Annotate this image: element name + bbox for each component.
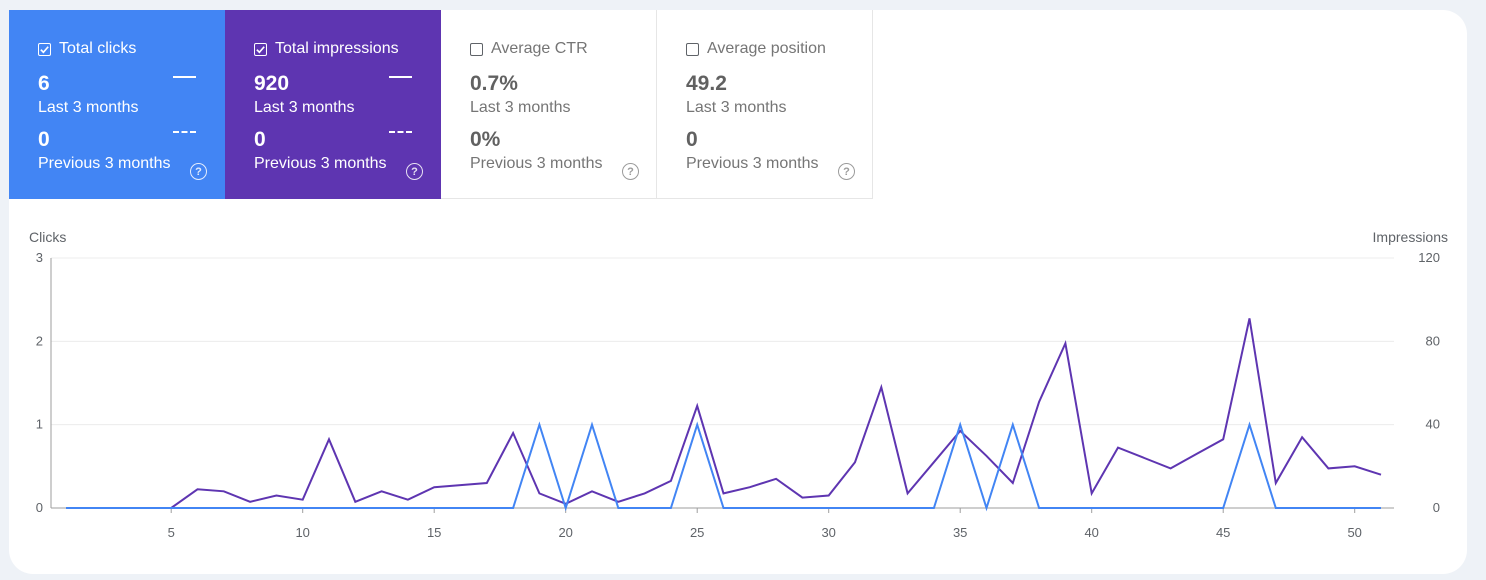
x-tick-label: 30 [821, 525, 835, 540]
metric-card-header[interactable]: Total impressions [254, 39, 441, 59]
metric-label: Average position [707, 40, 826, 57]
help-icon[interactable]: ? [406, 163, 423, 180]
metric-previous-period: Previous 3 months [38, 155, 171, 172]
right-tick-label: 40 [1426, 417, 1440, 432]
help-icon[interactable]: ? [622, 163, 639, 180]
metric-value: 49.2 [686, 72, 727, 95]
metric-value: 920 [254, 72, 290, 95]
metric-card-average-ctr[interactable]: Average CTR 0.7% Last 3 months 0% Previous 3… [441, 10, 657, 199]
x-tick-label: 5 [168, 525, 175, 540]
performance-panel: Total clicks 6 Last 3 months 0 Previous 3 mo… [9, 10, 1467, 574]
metric-previous-value: 0 [686, 128, 698, 151]
metric-previous-period: Previous 3 months [470, 155, 603, 172]
help-icon[interactable]: ? [838, 163, 855, 180]
dashed-line-legend-icon [389, 131, 412, 133]
metric-card-header[interactable]: Average position [686, 39, 872, 59]
series-line-total-clicks [66, 421, 1381, 512]
metric-card-header[interactable]: Average CTR [470, 39, 656, 59]
right-tick-label: 0 [1433, 500, 1440, 515]
metric-card-total-clicks[interactable]: Total clicks 6 Last 3 months 0 Previous 3 mo… [9, 10, 225, 199]
help-icon[interactable]: ? [190, 163, 207, 180]
left-tick-label: 2 [36, 333, 43, 348]
x-tick-label: 10 [295, 525, 309, 540]
dashed-line-legend-icon [173, 131, 196, 133]
x-tick-label: 20 [558, 525, 572, 540]
metric-previous-value: 0 [38, 128, 50, 151]
series-line-total-impressions [66, 318, 1382, 509]
checkbox-icon[interactable] [470, 42, 483, 56]
left-tick-label: 1 [36, 417, 43, 432]
left-tick-label: 3 [36, 250, 43, 265]
left-tick-label: 0 [36, 500, 43, 515]
x-tick-label: 45 [1216, 525, 1230, 540]
right-tick-label: 80 [1426, 333, 1440, 348]
x-tick-label: 15 [427, 525, 441, 540]
checked-checkbox-icon[interactable] [254, 42, 267, 56]
metric-card-header[interactable]: Total clicks [38, 39, 225, 59]
solid-line-legend-icon [389, 76, 412, 78]
x-tick-label: 35 [953, 525, 967, 540]
metric-period: Last 3 months [686, 99, 787, 116]
metric-card-total-impressions[interactable]: Total impressions 920 Last 3 months 0 Previo… [225, 10, 441, 199]
metric-label: Average CTR [491, 40, 588, 57]
metric-previous-value: 0% [470, 128, 501, 151]
metric-label: Total impressions [275, 40, 399, 57]
metric-period: Last 3 months [38, 99, 139, 116]
metric-value: 0.7% [470, 72, 518, 95]
metric-period: Last 3 months [254, 99, 355, 116]
metric-previous-value: 0 [254, 128, 266, 151]
checked-checkbox-icon[interactable] [38, 42, 51, 56]
x-tick-label: 25 [690, 525, 704, 540]
x-tick-label: 50 [1347, 525, 1361, 540]
metric-previous-period: Previous 3 months [254, 155, 387, 172]
x-tick-label: 40 [1084, 525, 1098, 540]
left-axis-label: Clicks [29, 229, 66, 245]
checkbox-icon[interactable] [686, 42, 699, 56]
metric-value: 6 [38, 72, 50, 95]
metric-period: Last 3 months [470, 99, 571, 116]
right-tick-label: 120 [1418, 250, 1440, 265]
solid-line-legend-icon [173, 76, 196, 78]
metric-cards: Total clicks 6 Last 3 months 0 Previous 3 mo… [9, 10, 873, 199]
metric-previous-period: Previous 3 months [686, 155, 819, 172]
metric-label: Total clicks [59, 40, 137, 57]
right-axis-label: Impressions [1373, 229, 1448, 245]
metric-card-average-position[interactable]: Average position 49.2 Last 3 months 0 Previo… [657, 10, 873, 199]
